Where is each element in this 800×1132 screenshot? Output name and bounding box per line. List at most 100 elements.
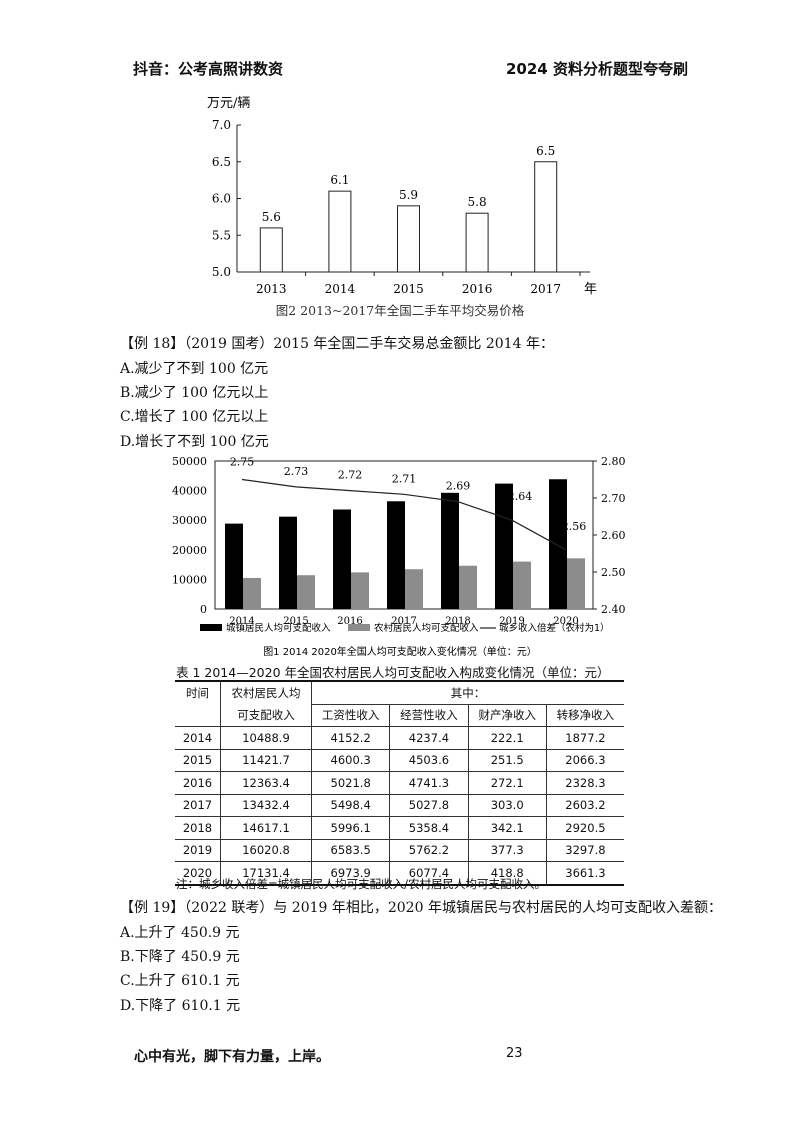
bar-2017 — [534, 161, 558, 273]
y-tick-label: 50000 — [172, 455, 207, 468]
cell-value: 3297.8 — [545, 839, 624, 862]
cell-value: 12363.4 — [220, 771, 312, 795]
cell-value: 272.1 — [467, 771, 547, 795]
y-tick-label: 10000 — [172, 573, 207, 586]
rural-bar-2015 — [297, 575, 315, 609]
x-tick-label: 2014 — [229, 616, 254, 627]
legend-rural-label: 农村居民人均可支配收入 — [374, 622, 479, 634]
ratio-label: 2.64 — [508, 490, 533, 503]
q18-option-d: D.增长了不到 100 亿元 — [120, 434, 269, 450]
urban-bar-2015 — [279, 516, 297, 609]
q18-option-c: C.增长了 100 亿元以上 — [120, 409, 269, 425]
cell-value: 5498.4 — [310, 794, 390, 817]
col-sub-3: 转移净收入 — [545, 704, 624, 727]
income-table: 时间 农村居民人均 其中： 可支配收入 工资性收入 经营性收入 财产净收入 转移净收入… — [175, 680, 624, 886]
data-label: 6.1 — [330, 173, 349, 187]
col-sub-2: 财产净收入 — [467, 704, 547, 727]
x-tick-label: 2020 — [553, 616, 578, 627]
x-tick-label: 2015 — [283, 616, 308, 627]
cell-value: 11421.7 — [220, 749, 312, 772]
cell-value: 2328.3 — [545, 771, 624, 795]
x-tick-label: 2017 — [391, 616, 416, 627]
data-label: 6.5 — [536, 144, 555, 158]
legend-urban-label: 城镇居民人均可支配收入 — [226, 622, 331, 634]
rural-bar-2020 — [567, 558, 585, 609]
table-row: 2019 16020.8 6583.5 5762.2 377.3 3297.8 — [175, 839, 624, 862]
x-tick-label: 2014 — [325, 282, 356, 296]
col-total: 农村居民人均 — [220, 680, 312, 704]
y-tick-label: 30000 — [172, 514, 207, 527]
cell-value: 13432.4 — [220, 794, 312, 817]
income-combo-chart: 0 10000 20000 30000 40000 50000 2.40 2.50 2.60 2.… — [172, 455, 626, 658]
cell-value: 10488.9 — [220, 726, 312, 750]
cell-year: 2017 — [175, 794, 221, 817]
q19-option-b: B.下降了 450.9 元 — [120, 949, 240, 965]
x-tick-label: 2016 — [337, 616, 362, 627]
rural-bar-2016 — [351, 572, 369, 609]
y-tick-label: 20000 — [172, 544, 207, 557]
col-sub-0: 工资性收入 — [310, 704, 390, 727]
table1-title: 表 1 2014—2020 年全国农村居民人均可支配收入构成变化情况（单位：元） — [176, 665, 610, 680]
y2-tick-label: 2.70 — [601, 492, 626, 505]
q19-option-d: D.下降了 610.1 元 — [120, 998, 241, 1014]
y2-tick-label: 2.80 — [601, 455, 626, 468]
cell-year: 2018 — [175, 816, 221, 840]
x-tick-label: 2013 — [256, 282, 287, 296]
x-tick-label: 2015 — [393, 282, 424, 296]
x-tick-label: 2019 — [499, 616, 524, 627]
q19-title: 【例 19】（2022 联考）与 2019 年相比，2020 年城镇居民与农村居… — [120, 900, 722, 916]
y2-tick-label: 2.50 — [601, 566, 626, 579]
cell-value: 5027.8 — [389, 794, 469, 817]
urban-bar-2020 — [549, 479, 567, 609]
x-tick-label: 2016 — [462, 282, 493, 296]
q18-option-a: A.减少了不到 100 亿元 — [120, 361, 269, 377]
col-total-2: 可支配收入 — [220, 704, 312, 727]
x-tick-label: 2018 — [445, 616, 470, 627]
y2-tick-label: 2.60 — [601, 529, 626, 542]
bar-2013 — [259, 227, 283, 273]
cell-value: 3661.3 — [545, 861, 624, 886]
cell-value: 222.1 — [467, 726, 547, 750]
cell-value: 14617.1 — [220, 816, 312, 840]
cell-value: 4152.2 — [310, 726, 390, 750]
y-tick-label: 0 — [200, 603, 207, 616]
cell-value: 4600.3 — [310, 749, 390, 772]
table-row: 2014 10488.9 4152.2 4237.4 222.1 1877.2 — [175, 726, 624, 750]
chart-title: 图2 2013~2017年全国二手车平均交易价格 — [276, 303, 525, 318]
rural-bar-2018 — [459, 565, 477, 609]
ratio-label: 2.56 — [562, 520, 587, 533]
q19-option-a: A.上升了 450.9 元 — [120, 925, 240, 941]
q18-option-b: B.减少了 100 亿元以上 — [120, 385, 269, 401]
bar-2014 — [328, 190, 352, 273]
cell-year: 2019 — [175, 839, 221, 862]
cell-value: 4503.6 — [389, 749, 469, 772]
cell-value: 2603.2 — [545, 794, 624, 817]
header-left: 抖音：公考高照讲数资 — [133, 60, 284, 78]
cell-value: 251.5 — [467, 749, 547, 772]
cell-value: 5021.8 — [310, 771, 390, 795]
x-tick-label: 2017 — [530, 282, 561, 296]
legend-ratio-label: 城乡收入倍差（农村为1） — [499, 622, 610, 634]
cell-value: 2920.5 — [545, 816, 624, 840]
q18-title: 【例 18】（2019 国考）2015 年全国二手车交易总金额比 2014 年： — [120, 336, 554, 352]
table-row: 2018 14617.1 5996.1 5358.4 342.1 2920.5 — [175, 816, 624, 840]
urban-bar-2018 — [441, 492, 459, 609]
bar-2016 — [465, 212, 489, 273]
q19-option-c: C.上升了 610.1 元 — [120, 973, 240, 989]
cell-year: 2014 — [175, 726, 221, 750]
table-row: 2015 11421.7 4600.3 4503.6 251.5 2066.3 — [175, 749, 624, 772]
y-tick-label: 5.5 — [212, 228, 231, 242]
cell-value: 303.0 — [467, 794, 547, 817]
rural-bar-2017 — [405, 569, 423, 609]
cell-year: 2020 — [175, 861, 221, 886]
footer-slogan: 心中有光，脚下有力量，上岸。 — [134, 1049, 330, 1065]
cell-value: 6973.9 — [310, 861, 390, 886]
cell-value: 2066.3 — [545, 749, 624, 772]
y-tick-label: 7.0 — [212, 118, 231, 132]
ratio-line — [241, 478, 567, 551]
legend-urban-swatch — [200, 624, 222, 631]
cell-value: 17131.4 — [220, 861, 312, 886]
bar-2015 — [397, 205, 420, 273]
x-unit-label: 年 — [584, 282, 597, 297]
cell-value: 5762.2 — [389, 839, 469, 862]
